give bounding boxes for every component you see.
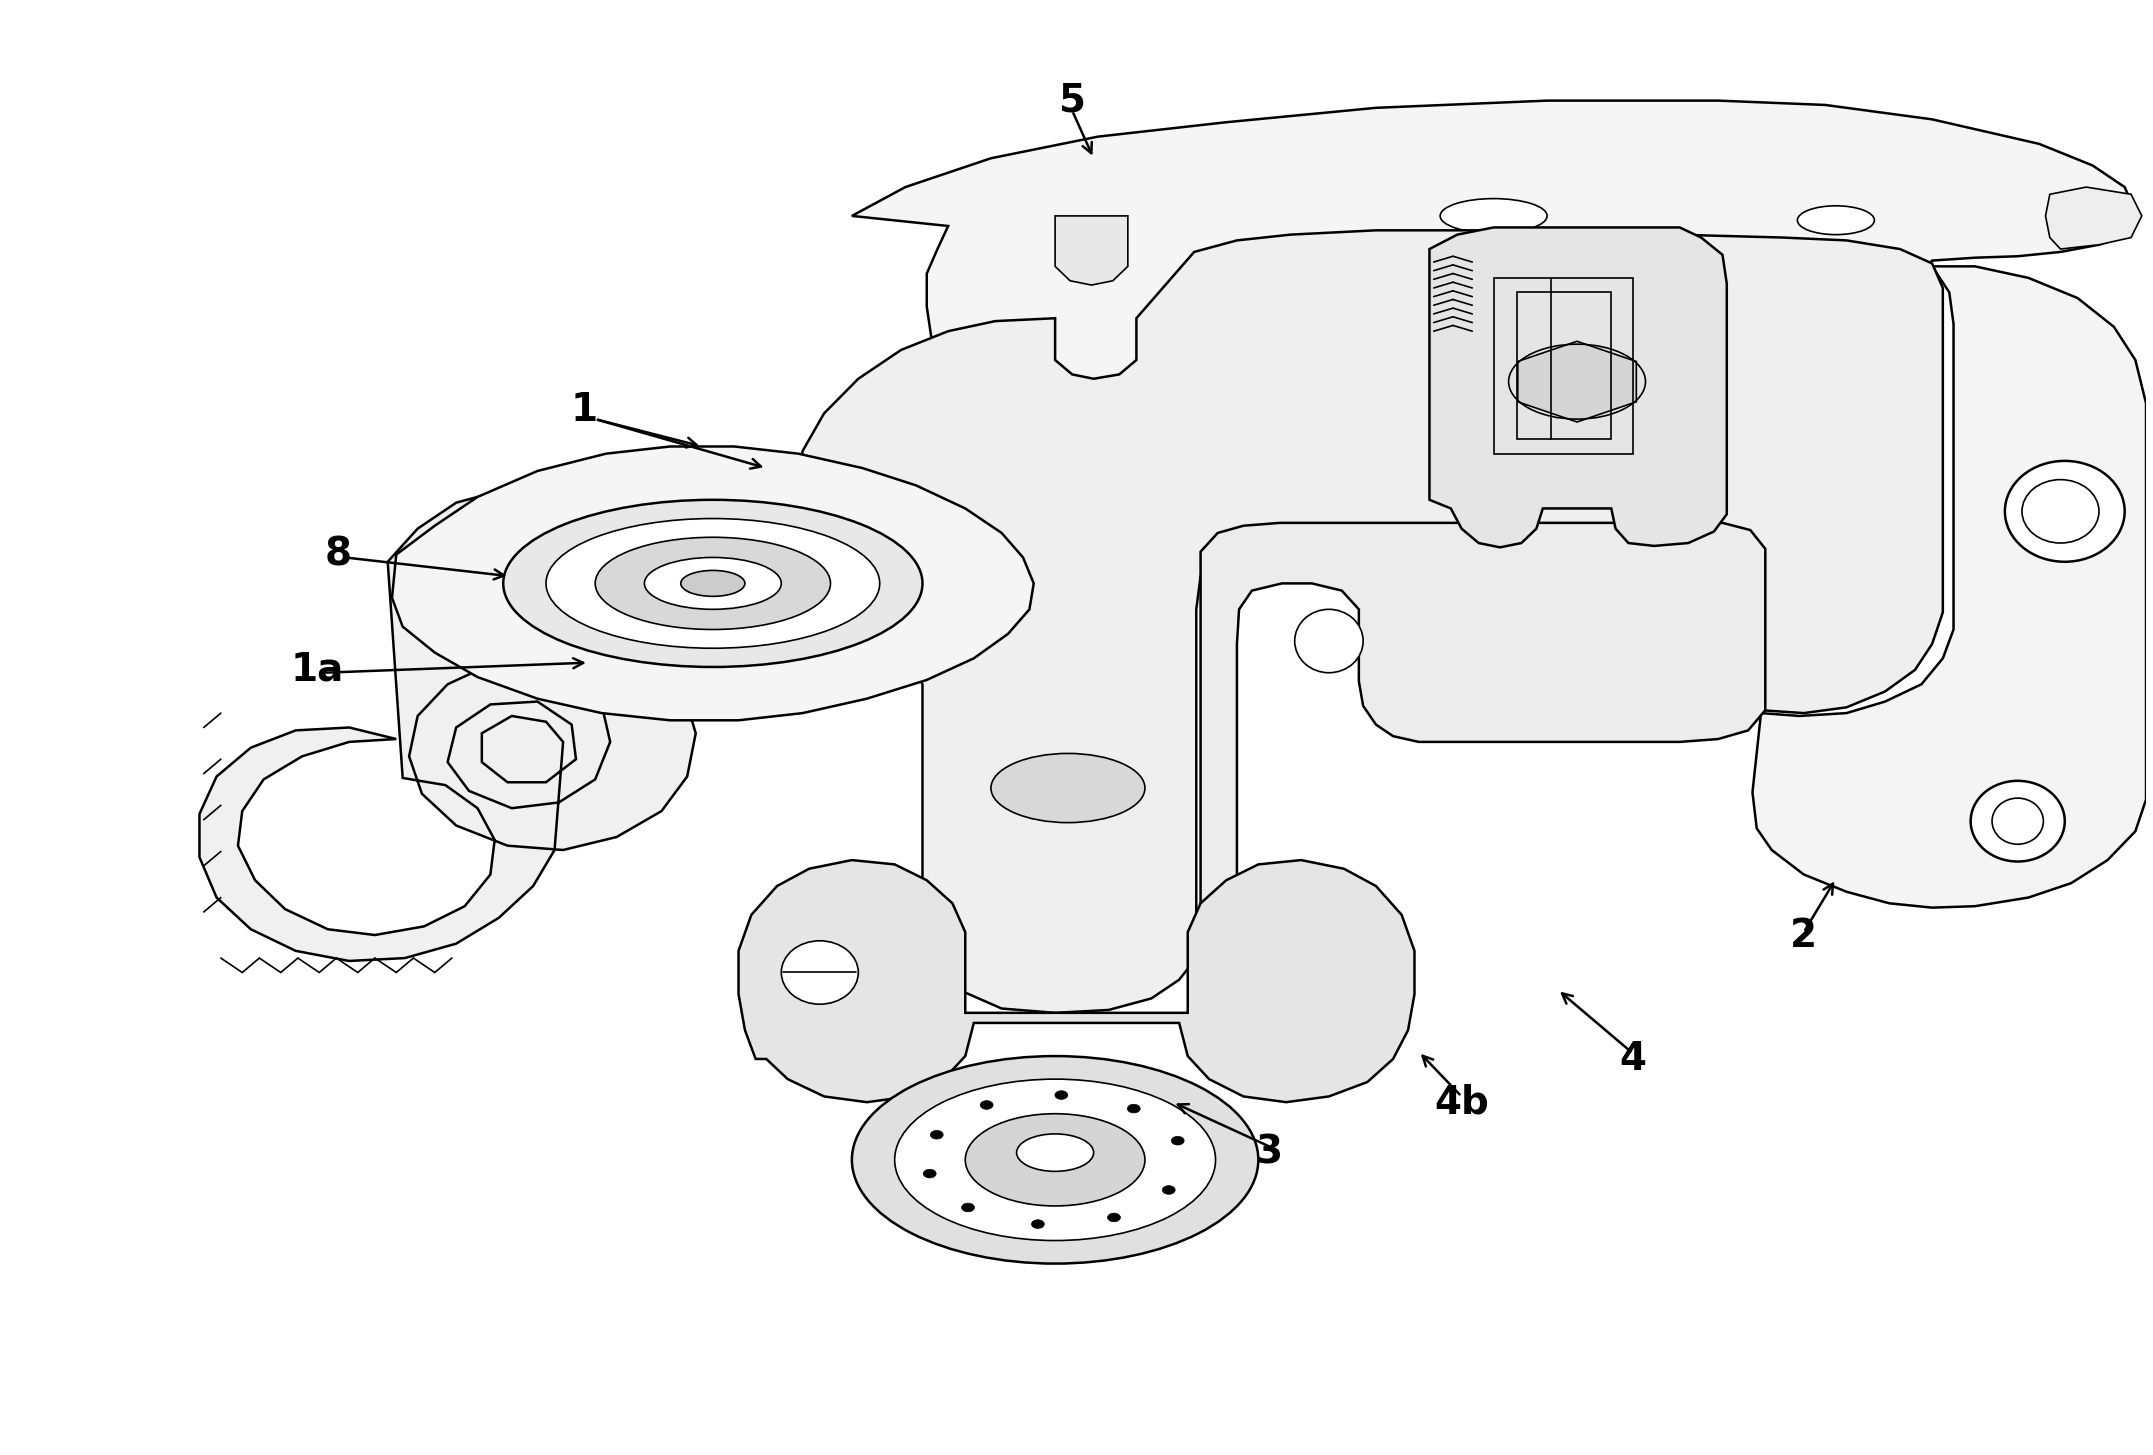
Ellipse shape bbox=[680, 570, 745, 597]
Circle shape bbox=[1163, 1186, 1176, 1195]
Ellipse shape bbox=[1294, 610, 1363, 672]
Ellipse shape bbox=[1798, 205, 1875, 234]
Circle shape bbox=[1031, 1219, 1044, 1228]
Ellipse shape bbox=[1970, 781, 2065, 861]
Ellipse shape bbox=[2004, 461, 2125, 562]
Polygon shape bbox=[2045, 188, 2142, 249]
Ellipse shape bbox=[1016, 1133, 1094, 1171]
Polygon shape bbox=[738, 860, 1415, 1103]
Text: 2: 2 bbox=[1791, 918, 1817, 956]
Ellipse shape bbox=[644, 557, 782, 610]
Circle shape bbox=[1055, 1091, 1068, 1100]
Ellipse shape bbox=[1440, 199, 1548, 233]
Circle shape bbox=[962, 1203, 975, 1212]
Ellipse shape bbox=[990, 754, 1145, 822]
Circle shape bbox=[924, 1170, 937, 1179]
Polygon shape bbox=[1430, 227, 1727, 547]
Ellipse shape bbox=[547, 518, 881, 649]
Polygon shape bbox=[1518, 342, 1636, 422]
Polygon shape bbox=[392, 447, 1033, 720]
Ellipse shape bbox=[896, 1080, 1216, 1241]
Polygon shape bbox=[853, 100, 2136, 471]
Text: 3: 3 bbox=[1255, 1133, 1283, 1171]
Circle shape bbox=[1107, 1213, 1120, 1222]
Ellipse shape bbox=[965, 1113, 1145, 1206]
Circle shape bbox=[1171, 1136, 1184, 1145]
Text: 8: 8 bbox=[325, 535, 351, 573]
Text: 5: 5 bbox=[1059, 81, 1085, 119]
Text: 1a: 1a bbox=[291, 650, 344, 688]
Ellipse shape bbox=[504, 501, 921, 666]
Ellipse shape bbox=[853, 1056, 1257, 1263]
Circle shape bbox=[1128, 1104, 1141, 1113]
Polygon shape bbox=[794, 230, 1942, 1013]
Circle shape bbox=[980, 1100, 993, 1109]
Ellipse shape bbox=[782, 941, 859, 1004]
Text: 4: 4 bbox=[1619, 1040, 1647, 1078]
Text: 1: 1 bbox=[571, 391, 599, 429]
Circle shape bbox=[930, 1131, 943, 1139]
Polygon shape bbox=[1753, 266, 2147, 908]
Polygon shape bbox=[1055, 215, 1128, 285]
Polygon shape bbox=[200, 492, 695, 960]
Text: 4b: 4b bbox=[1434, 1083, 1490, 1122]
Ellipse shape bbox=[594, 537, 831, 630]
Polygon shape bbox=[1201, 522, 1765, 972]
